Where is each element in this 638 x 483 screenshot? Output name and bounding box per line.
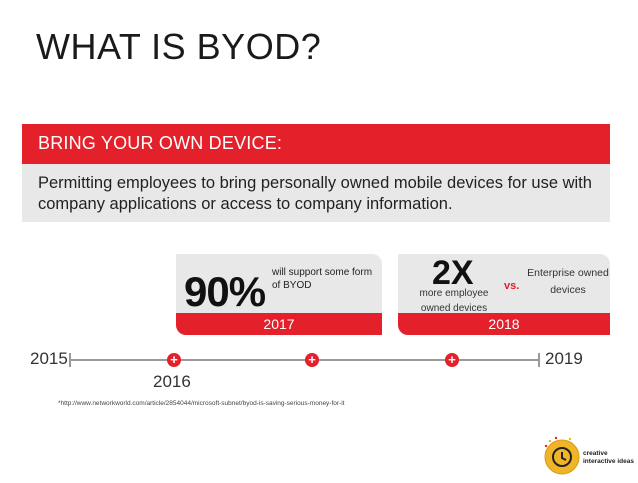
timeline-marker-2017: + — [305, 353, 319, 367]
definition-panel: Permitting employees to bring personally… — [22, 164, 610, 222]
timeline-marker-2016: + — [167, 353, 181, 367]
versus-label: vs. — [504, 280, 520, 292]
timeline-marker-2018: + — [445, 353, 459, 367]
slide-title: WHAT IS BYOD? — [36, 26, 322, 67]
timeline-tick-start — [69, 353, 71, 367]
definition-text: Permitting employees to bring personally… — [38, 174, 592, 213]
compare-description: Enterprise owned devices — [527, 267, 609, 296]
timeline-year-start: 2015 — [30, 349, 68, 368]
timeline-tick-end — [538, 353, 540, 367]
stat-card-2018: 2X more employee owned devices vs. Enter… — [398, 254, 610, 335]
logo-text: creative interactive ideas — [583, 450, 634, 466]
stat-year: 2018 — [398, 313, 610, 335]
stat-year: 2017 — [176, 313, 382, 335]
stat-value: 90% — [184, 268, 266, 315]
stat-description: will support some form of BYOD — [272, 267, 373, 291]
stat-value: 2X — [432, 254, 474, 292]
timeline-year-end: 2019 — [545, 349, 583, 368]
banner-label: BRING YOUR OWN DEVICE: — [38, 133, 283, 153]
source-footnote: *http://www.networkworld.com/article/285… — [58, 400, 345, 407]
logo-line2: interactive ideas — [583, 458, 634, 465]
timeline-year-2016: 2016 — [153, 372, 191, 391]
logo-icon — [544, 436, 580, 475]
stat-card-2017: 90% will support some form of BYOD 2017 — [176, 254, 382, 335]
stat-card-body: 90% will support some form of BYOD — [176, 254, 382, 315]
stat-description: more employee owned devices — [419, 288, 489, 314]
stat-card-body: 2X more employee owned devices vs. Enter… — [398, 254, 610, 314]
definition-banner: BRING YOUR OWN DEVICE: — [22, 124, 610, 164]
company-logo: creative interactive ideas — [540, 434, 638, 479]
logo-line1: creative — [583, 450, 608, 457]
